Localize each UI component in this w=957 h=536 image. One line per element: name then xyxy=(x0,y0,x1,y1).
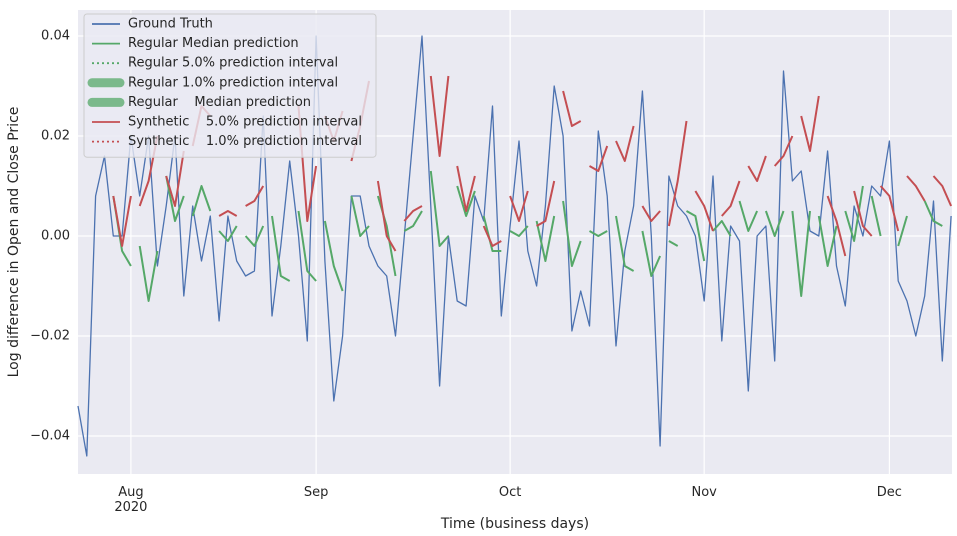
series-line xyxy=(800,95,820,152)
series-line xyxy=(844,185,864,242)
series-line xyxy=(589,145,609,172)
series-line xyxy=(615,215,635,272)
x-tick-label: Aug 2020 xyxy=(114,485,147,515)
series-line xyxy=(764,210,785,237)
series-line xyxy=(297,210,317,282)
legend-label: Regular 1.0% prediction interval xyxy=(128,75,338,90)
series-line xyxy=(826,195,847,257)
series-line xyxy=(218,210,238,217)
series-line xyxy=(694,190,714,232)
legend: Ground Truth Regular Median prediction Reg… xyxy=(83,13,377,158)
series-line xyxy=(77,35,952,457)
series-line xyxy=(712,220,732,237)
series-line xyxy=(456,165,476,212)
series-line xyxy=(271,215,291,282)
series-line xyxy=(191,185,212,217)
series-line xyxy=(244,225,265,247)
series-line xyxy=(641,205,661,222)
series-line xyxy=(245,185,265,207)
series-line xyxy=(429,170,450,247)
series-line xyxy=(589,230,608,237)
series-line xyxy=(323,220,344,292)
legend-label: Synthetic 1.0% prediction interval xyxy=(128,134,362,149)
series-line xyxy=(641,230,662,277)
series-line xyxy=(773,135,794,167)
series-line xyxy=(376,180,397,252)
x-axis-label: Time (business days) xyxy=(440,516,589,532)
x-tick-label: Dec xyxy=(877,485,902,500)
series-line xyxy=(686,210,706,262)
legend-box xyxy=(83,13,377,158)
legend-label: Regular Median prediction xyxy=(128,95,311,110)
x-tick-label: Oct xyxy=(499,485,521,500)
series-line xyxy=(509,225,529,237)
series-line xyxy=(817,215,838,267)
series-line xyxy=(721,180,741,217)
series-line xyxy=(218,225,238,242)
series-line xyxy=(747,155,767,182)
series-line xyxy=(509,190,529,222)
series-line xyxy=(923,200,943,227)
series-line xyxy=(879,185,900,232)
x-tick-label: Nov xyxy=(691,485,717,500)
series-line xyxy=(376,195,397,277)
series-line xyxy=(165,175,185,222)
series-line xyxy=(482,215,502,252)
x-tick-label: Sep xyxy=(304,485,329,500)
series-line xyxy=(615,125,635,162)
series-line xyxy=(932,175,953,207)
y-tick-label: 0.00 xyxy=(41,229,70,244)
series-line xyxy=(535,215,556,262)
series-line xyxy=(350,195,370,237)
series-line xyxy=(165,150,185,207)
series-line xyxy=(403,205,423,222)
y-tick-label: −0.04 xyxy=(30,429,70,444)
legend-label: Ground Truth xyxy=(128,17,213,32)
series-line xyxy=(738,200,759,232)
legend-label: Regular Median prediction xyxy=(128,36,299,51)
series-line xyxy=(456,185,476,217)
series-line xyxy=(562,90,582,127)
series-line xyxy=(906,175,926,202)
series-line xyxy=(667,120,688,227)
legend-label: Synthetic 5.0% prediction interval xyxy=(128,115,362,130)
legend-label: Regular 5.0% prediction interval xyxy=(128,56,338,71)
series-line xyxy=(897,215,908,247)
series-line xyxy=(853,190,873,237)
y-tick-label: 0.02 xyxy=(41,129,70,144)
series-line xyxy=(870,195,882,237)
series-line xyxy=(138,245,159,302)
lines xyxy=(77,35,953,457)
series-line xyxy=(791,210,811,297)
y-tick-label: −0.02 xyxy=(30,329,70,344)
series-line xyxy=(429,75,450,157)
series-line xyxy=(403,210,423,232)
y-tick-label: 0.04 xyxy=(41,29,70,44)
series-line xyxy=(536,180,556,227)
series-line xyxy=(482,225,502,247)
series-line xyxy=(668,240,679,247)
y-axis-label: Log difference in Open and Close Price xyxy=(6,107,22,378)
series-line xyxy=(562,200,582,267)
series-line xyxy=(112,195,132,247)
